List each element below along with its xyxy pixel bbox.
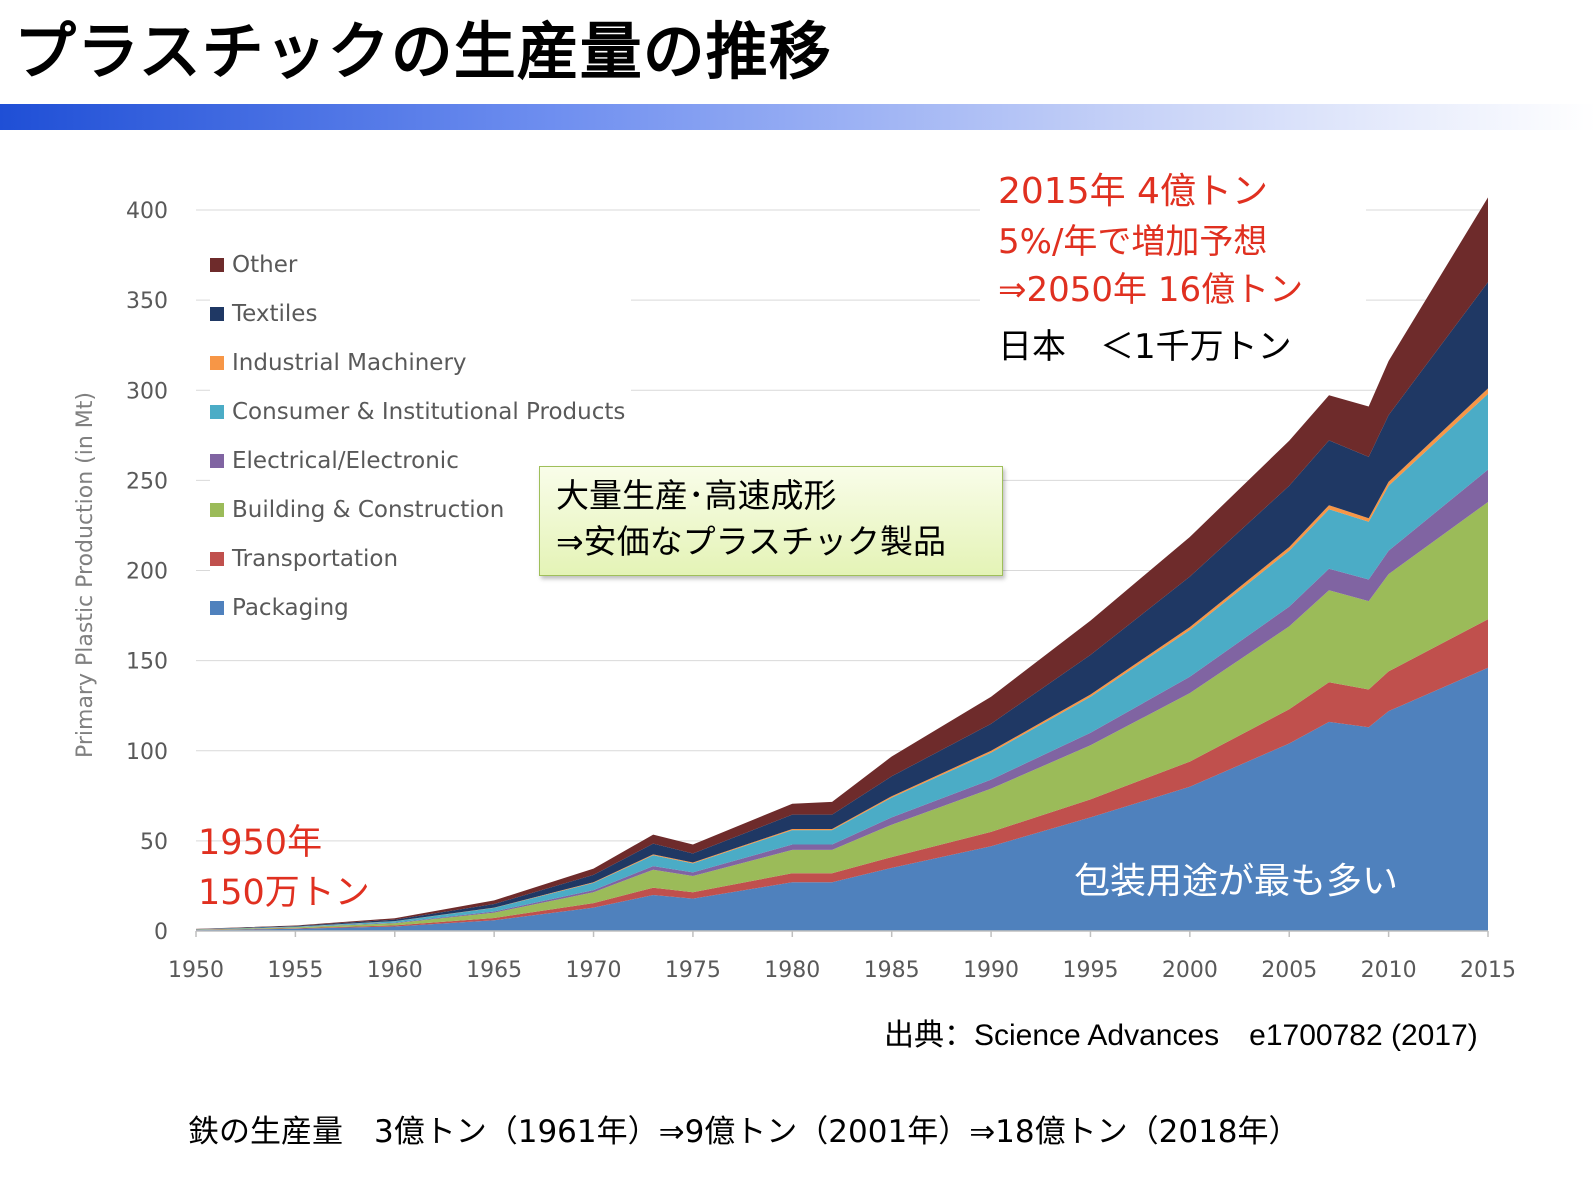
area-building-construction: [196, 502, 1488, 930]
annotation-2015: 2015年 4億トン 5%/年で増加予想 ⇒2050年 16億トン 日本 ＜1千…: [980, 160, 1366, 388]
legend-swatch: [210, 257, 224, 272]
legend-label: Packaging: [232, 594, 349, 621]
legend-swatch: [210, 600, 224, 615]
x-tick-label: 2005: [1261, 958, 1317, 983]
x-tick-label: 1950: [168, 958, 224, 983]
legend-label: Industrial Machinery: [232, 349, 467, 376]
y-tick-label: 250: [126, 469, 168, 494]
axes: 0 50 100 150 200 250 300 350 400 1950 1955 1960 1965…: [126, 199, 1516, 983]
y-tick-label: 300: [126, 379, 168, 404]
area-series: [196, 197, 1488, 931]
packaging-annotation: 包装用途が最も多い: [1074, 861, 1399, 902]
y-tick-label: 0: [154, 920, 168, 945]
note-2015-total: 2015年 4億トン: [998, 171, 1268, 212]
legend-item: Packaging: [210, 583, 625, 632]
legend-item: Industrial Machinery: [210, 338, 625, 387]
x-tick-label: 1995: [1062, 958, 1118, 983]
source-citation: 出典：Science Advances e1700782 (2017): [884, 1019, 1478, 1052]
legend-item: Consumer & Institutional Products: [210, 387, 625, 436]
legend-swatch: [210, 306, 224, 321]
legend-item: Electrical/Electronic: [210, 436, 625, 485]
iron-production-note: 鉄の生産量 3億トン（1961年）⇒9億トン（2001年）⇒18億トン（2018…: [188, 1114, 1300, 1150]
legend-label: Consumer & Institutional Products: [232, 398, 626, 425]
x-tick-label: 2015: [1460, 958, 1516, 983]
legend-label: Transportation: [232, 545, 399, 572]
x-tick-label: 1970: [566, 958, 622, 983]
x-tick-label: 1985: [864, 958, 920, 983]
x-tick-label: 1960: [367, 958, 423, 983]
y-tick-label: 200: [126, 560, 168, 585]
y-tick-label: 100: [126, 740, 168, 765]
x-tick-label: 2000: [1162, 958, 1218, 983]
legend-swatch: [210, 502, 224, 517]
legend-label: Other: [232, 251, 298, 278]
callout-line-2: ⇒安価なプラスチック製品: [556, 522, 946, 561]
legend-swatch: [210, 551, 224, 566]
x-tick-label: 1980: [764, 958, 820, 983]
area-packaging: [196, 667, 1488, 931]
legend-item: Textiles: [210, 289, 625, 338]
legend-item: Building & Construction: [210, 485, 625, 534]
legend-item: Transportation: [210, 534, 625, 583]
legend-label: Electrical/Electronic: [232, 447, 459, 474]
annotation-1950: 1950年 150万トン: [198, 818, 370, 918]
x-tick-label: 1975: [665, 958, 721, 983]
legend-swatch: [210, 404, 224, 419]
legend-swatch: [210, 453, 224, 468]
y-tick-label: 400: [126, 199, 168, 224]
note-2050: ⇒2050年 16億トン: [998, 270, 1304, 310]
legend-label: Building & Construction: [232, 496, 505, 523]
y-axis-label: Primary Plastic Production (in Mt): [73, 392, 98, 758]
x-tick-label: 1955: [267, 958, 323, 983]
legend-item: Other: [210, 240, 625, 289]
slide-title: プラスチックの生産量の推移: [14, 15, 832, 88]
y-tick-label: 150: [126, 650, 168, 675]
x-tick-label: 1965: [466, 958, 522, 983]
note-1950-amount: 150万トン: [198, 873, 370, 913]
x-tick-label: 2010: [1361, 958, 1417, 983]
note-japan: 日本 ＜1千万トン: [998, 327, 1292, 367]
title-gradient-bar: [0, 104, 1596, 130]
note-1950-year: 1950年: [198, 823, 323, 863]
x-tick-label: 1990: [963, 958, 1019, 983]
mass-production-callout: 大量生産･高速成形 ⇒安価なプラスチック製品: [539, 466, 1003, 576]
legend-label: Textiles: [232, 300, 318, 327]
y-tick-label: 350: [126, 289, 168, 314]
callout-line-1: 大量生産･高速成形: [556, 476, 837, 515]
y-tick-label: 50: [140, 830, 168, 855]
note-growth: 5%/年で増加予想: [998, 222, 1268, 262]
legend-swatch: [210, 355, 224, 370]
